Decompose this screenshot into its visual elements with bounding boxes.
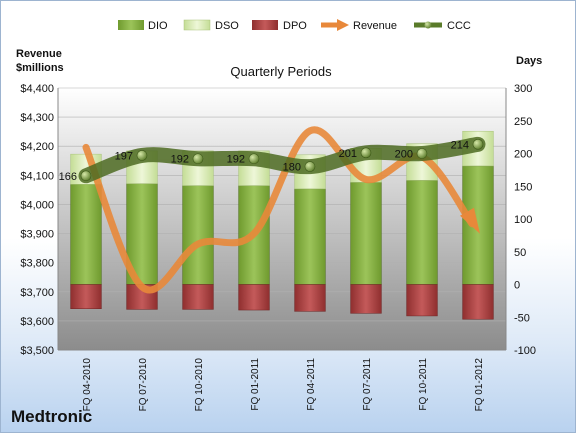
bar-dpo xyxy=(294,284,326,312)
ccc-point xyxy=(136,150,148,161)
left-tick-label: $3,800 xyxy=(20,258,54,270)
legend-label-ccc: CCC xyxy=(447,20,471,32)
legend: DIO DSO DPO Revenue CCC xyxy=(118,19,471,32)
left-tick-label: $3,900 xyxy=(20,229,54,241)
right-tick-label: 250 xyxy=(514,116,532,128)
category-label: FQ 07-2010 xyxy=(138,358,149,412)
left-axis-label-line2: $millions xyxy=(16,62,64,74)
left-tick-label: $4,300 xyxy=(20,112,54,124)
right-tick-label: 200 xyxy=(514,149,532,161)
ccc-data-label: 192 xyxy=(227,154,245,166)
right-axis-label: Days xyxy=(516,55,542,67)
ccc-data-label: 214 xyxy=(451,139,469,151)
category-label: FQ 07-2011 xyxy=(362,358,373,411)
category-label: FQ 10-2010 xyxy=(194,358,205,412)
left-tick-label: $3,700 xyxy=(20,287,54,299)
lines-group: 166 197 192 192 180 201 200 214 xyxy=(59,126,486,294)
bar-dpo xyxy=(350,284,382,314)
right-tick-label: 100 xyxy=(514,214,532,226)
legend-swatch-dio xyxy=(118,20,144,30)
left-tick-label: $4,100 xyxy=(20,170,54,182)
bar-dio xyxy=(182,185,214,285)
bar-dpo xyxy=(238,284,270,311)
ccc-point xyxy=(80,170,92,182)
category-label: FQ 10-2011 xyxy=(418,358,429,411)
legend-label-dso: DSO xyxy=(215,20,239,32)
legend-swatch-dpo xyxy=(252,20,278,30)
ccc-data-label: 166 xyxy=(59,171,77,183)
right-tick-label: 0 xyxy=(514,280,520,292)
bar-dio xyxy=(294,188,326,285)
legend-swatch-dso xyxy=(183,19,211,31)
category-label: FQ 01-2011 xyxy=(250,358,261,411)
bar-dio xyxy=(70,184,102,285)
ccc-point xyxy=(360,147,372,159)
left-tick-label: $4,200 xyxy=(20,141,54,153)
legend-label-dio: DIO xyxy=(148,20,168,32)
axes-group: $3,500 $3,600 $3,700 $3,800 $3,900 $4,000 $4,1… xyxy=(20,83,536,411)
revenue-arrowhead xyxy=(460,207,480,234)
ccc-data-label: 180 xyxy=(283,162,301,174)
bar-dpo xyxy=(462,284,494,320)
category-label: FQ 01-2012 xyxy=(474,358,485,412)
ccc-data-label: 200 xyxy=(395,149,413,161)
ccc-data-label: 201 xyxy=(339,148,357,160)
bar-dio xyxy=(406,180,438,285)
company-name: Medtronic xyxy=(11,407,92,426)
right-tick-label: -100 xyxy=(514,345,536,357)
ccc-data-label: 192 xyxy=(171,154,189,166)
bar-dpo xyxy=(182,284,214,310)
legend-label-revenue: Revenue xyxy=(353,20,397,32)
left-axis-label-line1: Revenue xyxy=(16,48,62,60)
bar-dio xyxy=(350,182,382,285)
ccc-point xyxy=(304,161,316,172)
category-label: FQ 04-2011 xyxy=(306,358,317,411)
bar-dpo xyxy=(406,284,438,317)
left-tick-label: $4,400 xyxy=(20,83,54,95)
ccc-point xyxy=(248,153,260,165)
right-tick-label: 300 xyxy=(514,83,532,95)
ccc-data-label: 197 xyxy=(115,150,133,162)
ccc-point xyxy=(416,148,428,159)
right-tick-label: 150 xyxy=(514,181,532,193)
left-tick-label: $3,500 xyxy=(20,345,54,357)
right-tick-label: 50 xyxy=(514,247,526,259)
right-tick-label: -50 xyxy=(514,312,530,324)
legend-swatch-revenue xyxy=(321,19,349,31)
left-tick-label: $4,000 xyxy=(20,199,54,211)
left-tick-label: $3,600 xyxy=(20,316,54,328)
legend-label-dpo: DPO xyxy=(283,20,307,32)
chart-title: Quarterly Periods xyxy=(230,64,332,79)
ccc-point xyxy=(472,139,484,150)
ccc-point xyxy=(192,153,204,165)
legend-swatch-ccc xyxy=(414,21,442,29)
category-label: FQ 04-2010 xyxy=(82,358,93,412)
bar-dpo xyxy=(70,284,102,309)
plot-area xyxy=(58,88,506,350)
